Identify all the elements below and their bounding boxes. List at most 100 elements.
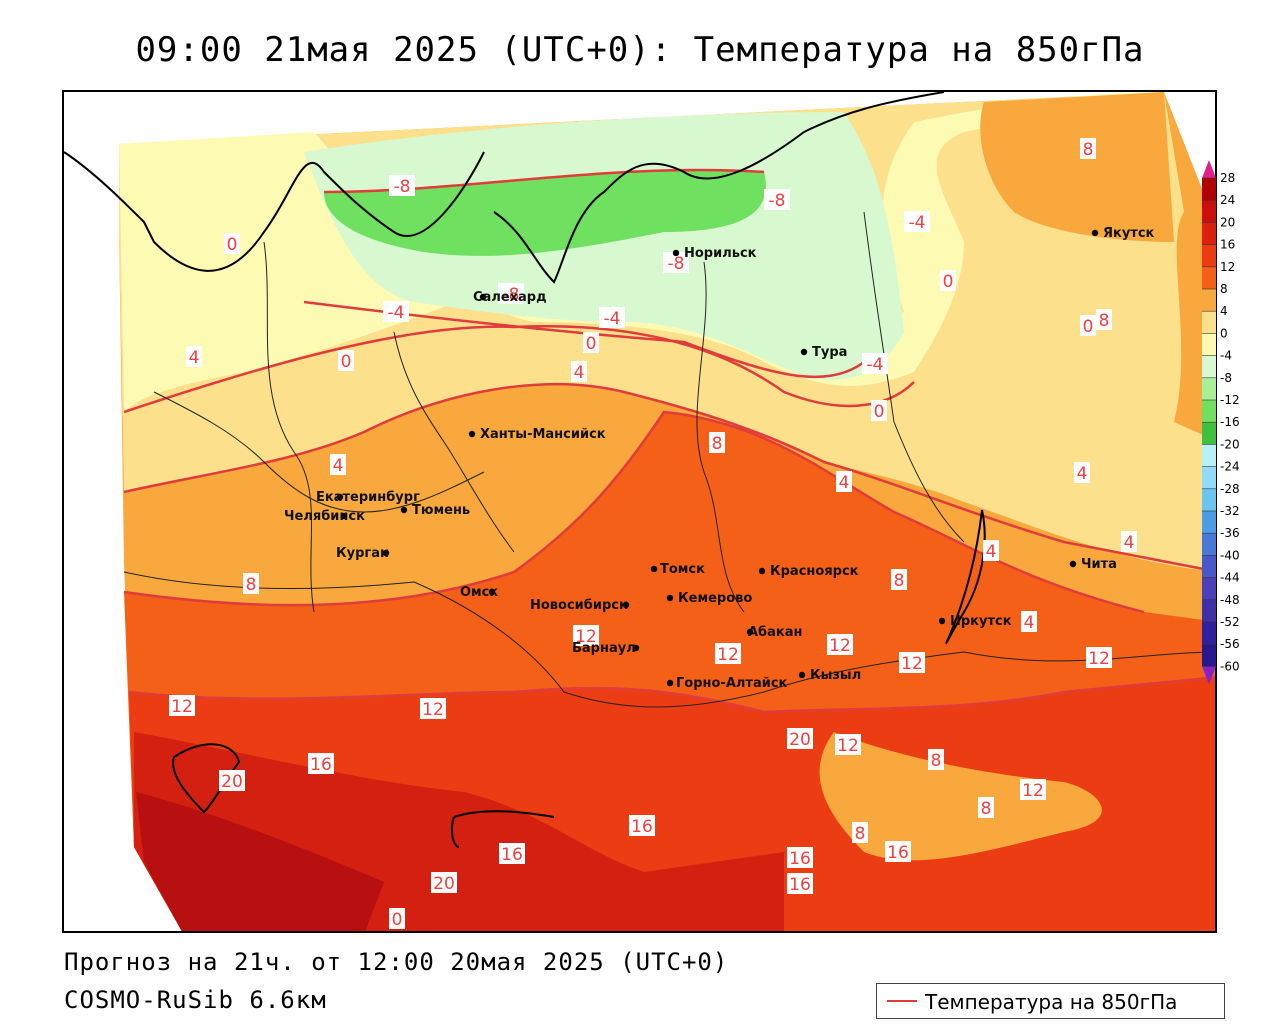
isotherm-value: 0 <box>586 334 597 354</box>
isotherm-label-bg <box>431 872 457 893</box>
isotherm-label: 0 <box>389 908 405 930</box>
colorbar-tick-label: -48 <box>1220 593 1240 607</box>
isotherm-label-bg <box>498 283 524 304</box>
forecast-info: Прогноз на 21ч. от 12:00 20мая 2025 (UTC… <box>64 948 729 976</box>
isotherm-label-bg <box>928 749 944 770</box>
city-4: Тура <box>800 345 847 360</box>
city-name: Абакан <box>748 625 803 640</box>
region-borders <box>123 211 1215 708</box>
colorbar-swatch <box>1202 511 1216 534</box>
isotherm-label-bg <box>978 797 994 818</box>
isotherm-label: 16 <box>499 843 525 865</box>
city-dot <box>1069 560 1077 568</box>
city-9: Курган <box>336 546 390 561</box>
city-name: Красноярск <box>770 564 859 579</box>
isotherm-value: 16 <box>631 817 653 837</box>
isotherm-label: -4 <box>383 301 409 323</box>
isotherm-plus8 <box>123 410 1145 614</box>
isotherm-label: 0 <box>583 332 599 354</box>
isotherm-value: -4 <box>604 309 621 329</box>
city-name: Салехард <box>473 290 547 305</box>
colorbar-tick-label: 20 <box>1220 215 1235 229</box>
city-dot <box>632 644 640 652</box>
isotherm-value: 0 <box>341 352 352 372</box>
colorbar-swatch <box>1202 200 1216 223</box>
isotherm-label: 4 <box>983 540 999 562</box>
lake-balkhash <box>450 810 555 848</box>
colorbar-tick-label: -4 <box>1220 349 1232 363</box>
city-dot <box>1091 229 1099 237</box>
isotherm-label-bg <box>330 454 346 475</box>
isotherm-value: 4 <box>574 363 585 383</box>
white-northeast-corner <box>1164 92 1215 222</box>
isotherm-label: -8 <box>389 175 415 197</box>
colorbar-tick-label: -40 <box>1220 548 1240 562</box>
isotherm-label-bg <box>1021 611 1037 632</box>
isotherm-label-bg <box>629 815 655 836</box>
colorbar-swatch <box>1202 422 1216 445</box>
isotherm-minus8 <box>323 168 765 194</box>
colorbar-tick-label: 16 <box>1220 238 1235 252</box>
city-name: Ханты-Мансийск <box>480 427 606 442</box>
city-name: Кемерово <box>678 591 752 606</box>
colorbar-tick-label: -32 <box>1220 504 1240 518</box>
isotherm-label: -8 <box>764 189 790 211</box>
colorbar-swatch <box>1202 555 1216 578</box>
isotherm-label: 12 <box>420 698 446 720</box>
city-name: Якутск <box>1103 226 1155 241</box>
isotherm-label-bg <box>663 252 689 273</box>
colorbar-swatch <box>1202 466 1216 489</box>
isotherm-label: 12 <box>573 625 599 647</box>
isotherm-plus4 <box>123 382 1215 573</box>
colorbar-swatch <box>1202 289 1216 312</box>
isotherm-value: -8 <box>394 177 411 197</box>
isotherm-label: -4 <box>599 307 625 329</box>
city-name: Горно-Алтайск <box>676 676 788 691</box>
isotherm-label-bg <box>1080 138 1096 159</box>
isotherm-value: 12 <box>837 736 859 756</box>
isotherm-label: 12 <box>899 652 925 674</box>
isotherm-value: 0 <box>227 235 238 255</box>
isotherm-value: 0 <box>392 910 403 930</box>
isotherm-label: 8 <box>852 822 868 844</box>
colorbar-swatch <box>1202 266 1216 289</box>
legend-label: Температура на 850гПа <box>925 990 1178 1014</box>
isotherm-value: -4 <box>909 213 926 233</box>
isotherm-value: 12 <box>901 654 923 674</box>
city-dot <box>798 671 806 679</box>
isotherm-label-bg <box>1020 779 1046 800</box>
colorbar-swatch <box>1202 355 1216 378</box>
isotherm-label-bg <box>383 301 409 322</box>
city-name: Иркутск <box>950 614 1012 629</box>
isotherm-value: 8 <box>246 575 257 595</box>
isotherm-value: 20 <box>221 772 243 792</box>
isotherm-label: 8 <box>243 573 259 595</box>
isotherm-label: 12 <box>827 634 853 656</box>
colorbar-tick-label: -8 <box>1220 371 1232 385</box>
isotherm-value: 0 <box>1083 317 1094 337</box>
city-name: Тюмень <box>412 503 470 518</box>
city-18: Кызыл <box>798 668 861 683</box>
coastline-taymyr <box>803 92 945 133</box>
border-yakutia <box>863 211 965 543</box>
isotherm-label: 4 <box>571 361 587 383</box>
isotherm-label: 8 <box>709 432 725 454</box>
isotherm-value: 12 <box>1088 649 1110 669</box>
isotherm-label-bg <box>243 573 259 594</box>
isotherm-value: 20 <box>789 730 811 750</box>
city-dot <box>488 588 496 596</box>
isotherm-label-bg <box>940 270 956 291</box>
city-14: Кемерово <box>666 591 752 606</box>
isotherm-label-bg <box>891 569 907 590</box>
isotherm-label-bg <box>871 400 887 421</box>
isotherm-label-bg <box>389 175 415 196</box>
city-name: Новосибирск <box>530 598 628 613</box>
city-name: Норильск <box>684 246 757 261</box>
isotherm-label-bg <box>787 847 813 868</box>
isotherm-label: 0 <box>940 270 956 292</box>
isotherm-value: -4 <box>867 355 884 375</box>
city-name: Кызыл <box>810 668 861 683</box>
isotherm-label-bg <box>852 822 868 843</box>
